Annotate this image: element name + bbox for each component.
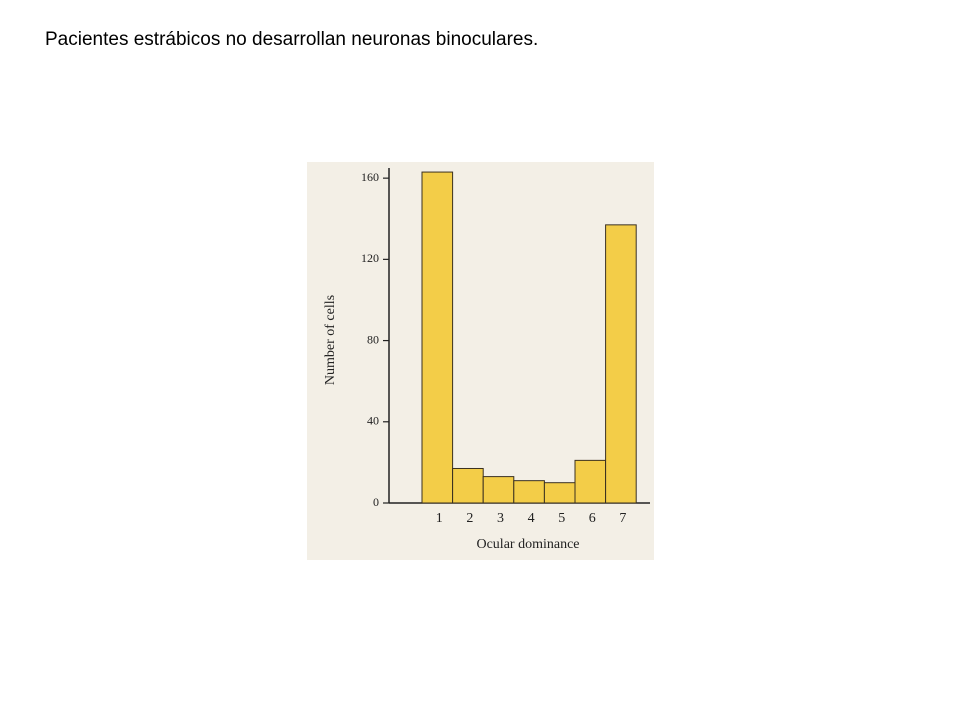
y-tick-label: 0 xyxy=(373,495,379,509)
bar xyxy=(421,171,454,504)
bar xyxy=(543,482,576,504)
x-tick-label: 6 xyxy=(589,511,596,526)
x-tick-label: 2 xyxy=(466,511,473,526)
x-tick-label: 4 xyxy=(528,511,535,526)
x-tick-label: 3 xyxy=(497,511,504,526)
bar xyxy=(574,459,607,504)
bar xyxy=(605,224,637,504)
x-tick-label: 1 xyxy=(436,511,443,526)
y-tick-label: 120 xyxy=(361,251,379,265)
slide-title: Pacientes estrábicos no desarrollan neur… xyxy=(45,29,539,50)
x-axis-label: Ocular dominance xyxy=(476,537,579,552)
bar xyxy=(482,476,515,504)
bar xyxy=(513,480,545,504)
y-tick-label: 80 xyxy=(367,332,379,346)
y-axis-label: Number of cells xyxy=(323,295,338,385)
x-tick-label: 7 xyxy=(619,511,626,526)
bar xyxy=(452,467,484,504)
x-tick-label: 5 xyxy=(558,511,565,526)
y-tick-label: 40 xyxy=(367,414,379,428)
y-tick-label: 160 xyxy=(361,170,379,184)
